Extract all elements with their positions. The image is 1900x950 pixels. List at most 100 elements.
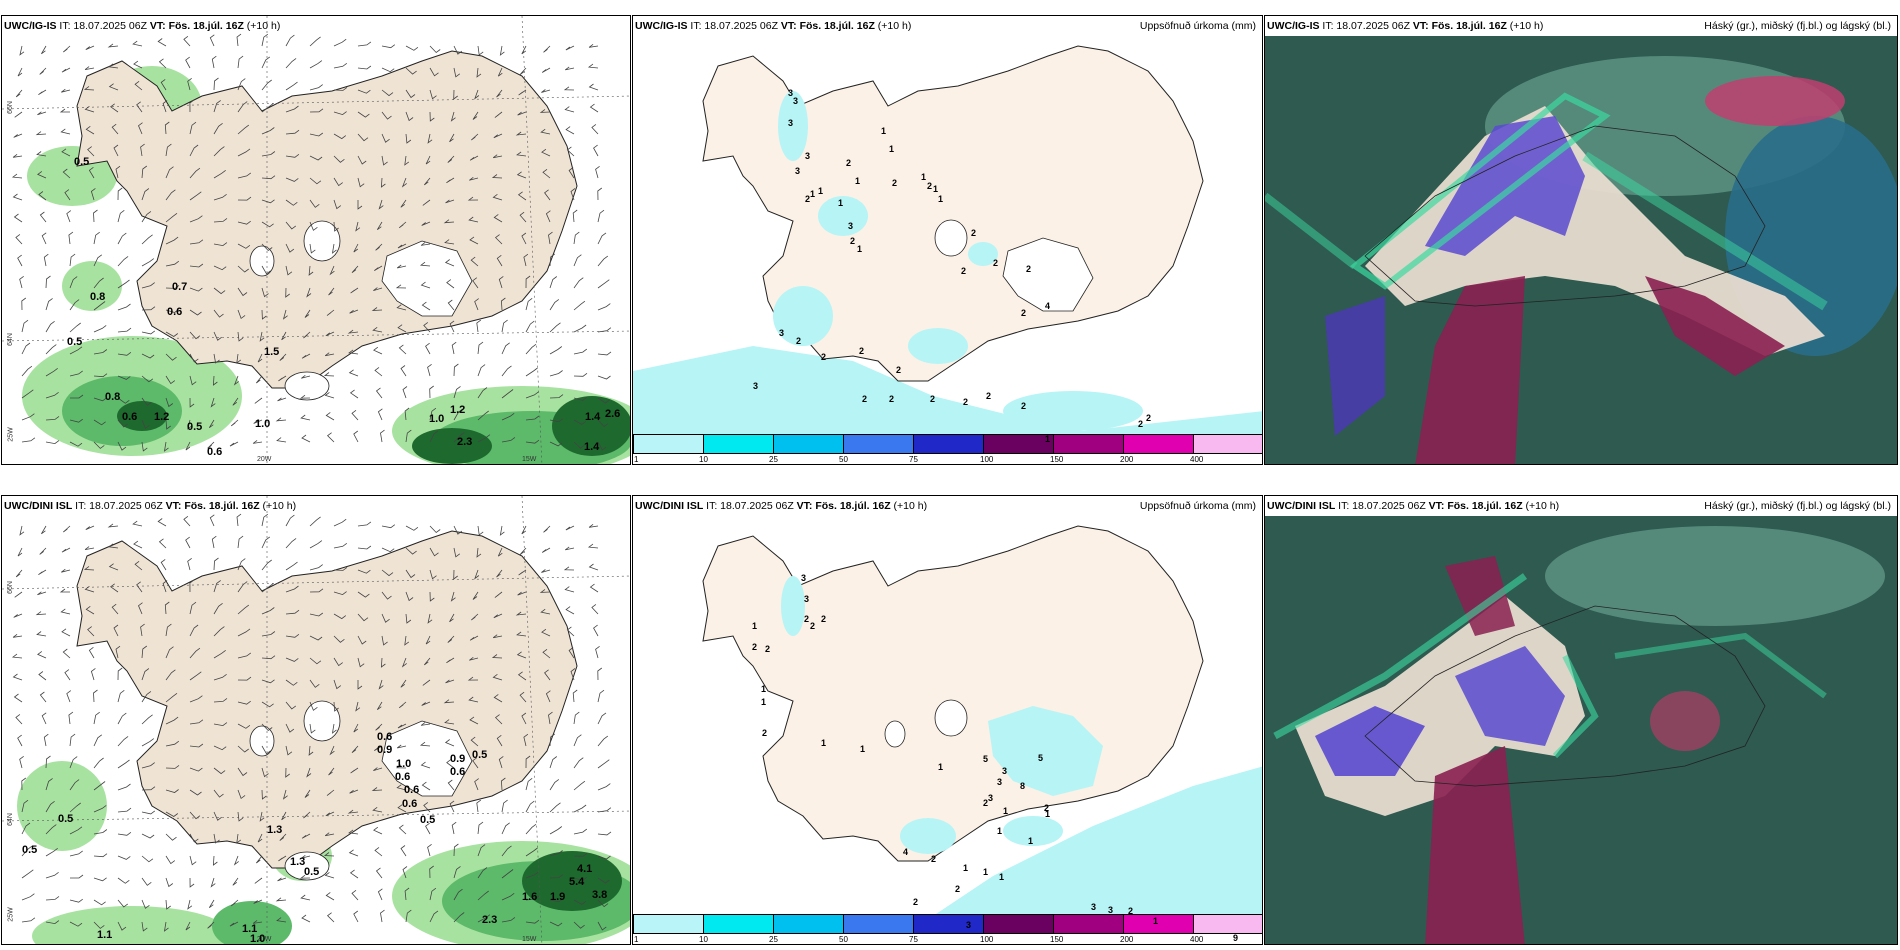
wind-barb xyxy=(165,789,179,793)
wind-barb xyxy=(309,60,323,69)
wind-barb xyxy=(471,133,479,141)
wind-barb xyxy=(357,569,371,574)
wind-barb xyxy=(429,430,439,443)
wind-barb xyxy=(45,344,57,355)
wind-barb xyxy=(141,921,148,932)
wind-barb xyxy=(549,441,563,447)
wind-barb xyxy=(541,148,551,157)
wind-barb xyxy=(189,671,202,681)
wind-barb xyxy=(474,778,479,791)
wind-barb xyxy=(405,613,412,624)
wind-barb xyxy=(237,535,244,549)
precip-value-label: 2 xyxy=(927,181,933,191)
wind-barb xyxy=(501,389,514,399)
wind-barb xyxy=(349,869,359,879)
precip-value-label: 1.9 xyxy=(550,891,566,903)
wind-barb xyxy=(282,309,288,320)
precip-value-label: 3 xyxy=(804,594,810,604)
precip-value-label: 1.1 xyxy=(242,923,258,935)
precip-value-label: 1.5 xyxy=(264,346,280,358)
wind-barb xyxy=(276,917,287,923)
cloud-layers xyxy=(1265,56,1897,464)
colorbar-segment xyxy=(1124,915,1194,933)
wind-barb xyxy=(381,111,392,120)
wind-barb xyxy=(189,375,197,386)
wind-barb xyxy=(21,893,35,901)
wind-barb xyxy=(573,711,580,725)
wind-barb xyxy=(381,155,388,166)
wind-barb xyxy=(165,855,176,865)
wind-barb xyxy=(261,583,274,593)
wind-barb xyxy=(237,55,244,69)
colorbar-segment xyxy=(984,435,1054,453)
wind-barb xyxy=(35,131,47,136)
wind-barb xyxy=(450,111,456,122)
wind-barb xyxy=(573,372,588,377)
wind-barb xyxy=(237,767,248,777)
wind-barb xyxy=(446,177,455,184)
wind-barb xyxy=(422,199,431,206)
wind-barb xyxy=(213,767,226,775)
wind-barb xyxy=(404,635,410,646)
wind-barb xyxy=(517,191,527,201)
wind-barb xyxy=(117,855,131,860)
wind-barb xyxy=(229,921,239,927)
wind-barb xyxy=(351,265,359,274)
wind-barb xyxy=(189,99,195,113)
wind-barb xyxy=(41,45,47,55)
wind-barb xyxy=(357,635,367,645)
wind-barb xyxy=(309,516,321,527)
precip-value-label: 1 xyxy=(1045,809,1051,819)
wind-barb xyxy=(117,209,125,223)
wind-barb xyxy=(14,591,23,598)
precip-value-label: 0.5 xyxy=(304,866,320,878)
colorbar xyxy=(633,434,1262,454)
wind-barb xyxy=(477,525,484,536)
wind-barb xyxy=(189,353,199,363)
wind-barb xyxy=(285,129,300,135)
wind-barb xyxy=(237,220,251,225)
wind-barb xyxy=(597,209,605,223)
wind-barb xyxy=(540,128,551,135)
wind-barb xyxy=(541,628,551,637)
wind-barb xyxy=(324,352,335,357)
colorbar-segment xyxy=(914,915,984,933)
wind-barb xyxy=(525,823,537,835)
wind-barb xyxy=(261,745,271,755)
wind-barb xyxy=(400,845,407,857)
wind-barb xyxy=(347,329,359,334)
wind-barb xyxy=(309,177,322,185)
wind-barb xyxy=(162,580,168,593)
wind-barb xyxy=(491,654,503,659)
wind-barb xyxy=(237,652,252,659)
wind-barb xyxy=(141,738,155,747)
wind-barb xyxy=(421,701,431,706)
wind-barb xyxy=(110,583,119,593)
wind-barb xyxy=(477,867,488,879)
wind-barb xyxy=(277,877,287,882)
precip-value-label: 3 xyxy=(795,166,801,176)
wind-barb xyxy=(43,733,49,747)
precip-value-label: 3 xyxy=(801,573,807,583)
precip-value-label: 1 xyxy=(999,872,1005,882)
wind-barb xyxy=(468,216,479,223)
wind-barb xyxy=(37,591,47,596)
wind-barb xyxy=(381,89,394,97)
wind-barb xyxy=(277,397,287,402)
precip-value-label: 1.0 xyxy=(255,418,271,430)
wind-barb xyxy=(516,651,527,659)
wind-barb xyxy=(353,243,359,253)
wind-barb xyxy=(278,855,287,862)
wind-barb xyxy=(164,121,170,135)
wind-barb xyxy=(429,67,439,77)
wind-barb xyxy=(402,386,408,399)
panel-title: UWC/IG-IS IT: 18.07.2025 06Z VT: Fös. 18… xyxy=(635,20,912,32)
precip-value-label: 1.2 xyxy=(154,411,170,423)
wind-barb xyxy=(477,364,486,377)
wind-barb xyxy=(566,146,575,157)
precip-value-label: 2 xyxy=(930,394,936,404)
wind-barb xyxy=(518,89,527,96)
wind-barb xyxy=(500,777,506,791)
wind-barb xyxy=(477,821,484,835)
wind-barb xyxy=(93,254,103,267)
